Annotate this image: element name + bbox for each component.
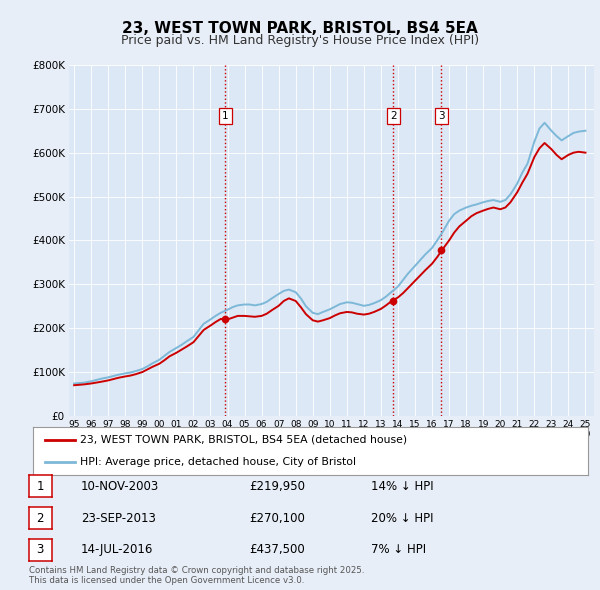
Text: 23-SEP-2013: 23-SEP-2013: [81, 512, 156, 525]
Text: 2: 2: [390, 111, 397, 121]
Text: 7% ↓ HPI: 7% ↓ HPI: [371, 543, 426, 556]
Text: Price paid vs. HM Land Registry's House Price Index (HPI): Price paid vs. HM Land Registry's House …: [121, 34, 479, 47]
Text: HPI: Average price, detached house, City of Bristol: HPI: Average price, detached house, City…: [80, 457, 356, 467]
Text: £437,500: £437,500: [249, 543, 305, 556]
Text: 14% ↓ HPI: 14% ↓ HPI: [371, 480, 433, 493]
Text: £270,100: £270,100: [249, 512, 305, 525]
Text: Contains HM Land Registry data © Crown copyright and database right 2025.
This d: Contains HM Land Registry data © Crown c…: [29, 566, 364, 585]
Text: 23, WEST TOWN PARK, BRISTOL, BS4 5EA: 23, WEST TOWN PARK, BRISTOL, BS4 5EA: [122, 21, 478, 35]
Text: 1: 1: [222, 111, 229, 121]
Text: 1: 1: [37, 480, 44, 493]
Text: 3: 3: [37, 543, 44, 556]
Text: £219,950: £219,950: [249, 480, 305, 493]
Text: 20% ↓ HPI: 20% ↓ HPI: [371, 512, 433, 525]
Text: 23, WEST TOWN PARK, BRISTOL, BS4 5EA (detached house): 23, WEST TOWN PARK, BRISTOL, BS4 5EA (de…: [80, 435, 407, 445]
Text: 2: 2: [37, 512, 44, 525]
Text: 3: 3: [438, 111, 445, 121]
Text: 10-NOV-2003: 10-NOV-2003: [81, 480, 159, 493]
Text: 14-JUL-2016: 14-JUL-2016: [81, 543, 154, 556]
